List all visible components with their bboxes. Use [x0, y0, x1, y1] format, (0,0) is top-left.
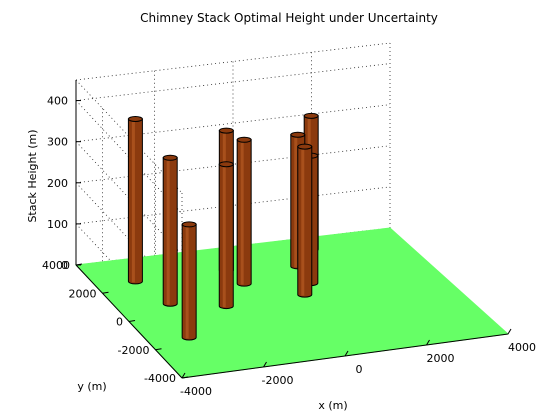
stack-top: [236, 136, 252, 143]
y-tick: [181, 376, 189, 379]
y-axis-label: y (m): [77, 380, 106, 393]
chimney-stack: [236, 136, 252, 287]
x-tick-label: -4000: [180, 385, 212, 398]
x-tick: [181, 372, 186, 379]
x-tick-label: 2000: [427, 352, 455, 365]
chart-title: Chimney Stack Optimal Height under Uncer…: [140, 11, 438, 25]
stack-body: [162, 157, 178, 307]
stack-top: [162, 154, 178, 161]
chimney-stack: [127, 116, 143, 285]
z-axis-label: Stack Height (m): [26, 129, 39, 222]
stack-body: [127, 118, 143, 285]
stack-top: [297, 143, 313, 150]
z-tick-label: 400: [47, 95, 68, 108]
stack-top: [181, 221, 197, 228]
stack-top: [303, 112, 319, 119]
y-tick-label: -2000: [118, 344, 150, 357]
chimney-stack: [297, 143, 313, 298]
axes-layer: -4000-2000020004000-4000-200002000400001…: [42, 80, 536, 398]
z-tick-label: 100: [47, 218, 68, 231]
stack-top: [290, 131, 306, 138]
stack-body: [181, 223, 197, 341]
chimney-stack: [162, 154, 178, 307]
stack-body: [218, 163, 234, 310]
top-edge-back: [75, 42, 391, 81]
stack-top: [218, 161, 234, 168]
x-tick: [507, 328, 512, 335]
y-tick-label: -4000: [144, 372, 176, 385]
z-gridline-back: [75, 63, 391, 101]
z-tick-label: 200: [47, 177, 68, 190]
y-tick: [102, 291, 109, 294]
x-tick-label: -2000: [262, 374, 294, 387]
stack-top: [218, 127, 234, 134]
x-tick-label: 4000: [508, 341, 536, 354]
x-tick-label: 0: [356, 363, 363, 376]
y-tick: [155, 348, 162, 351]
x-tick: [344, 350, 349, 357]
stack-top: [127, 116, 143, 123]
chimney-stack: [218, 161, 234, 310]
stack-body: [297, 146, 313, 298]
stack-body: [236, 139, 252, 287]
z-tick-label: 300: [47, 136, 68, 149]
stacks-layer: [127, 112, 319, 341]
chimney-stack: [181, 221, 197, 341]
x-tick: [426, 339, 430, 346]
y-tick-label: 2000: [69, 287, 97, 300]
y-tick-label: 4000: [42, 259, 70, 272]
x-axis-label: x (m): [318, 399, 347, 412]
z-tick-label: 0: [61, 259, 68, 272]
x-tick: [263, 361, 267, 368]
y-tick-label: 0: [116, 316, 123, 329]
y-tick: [128, 320, 136, 322]
